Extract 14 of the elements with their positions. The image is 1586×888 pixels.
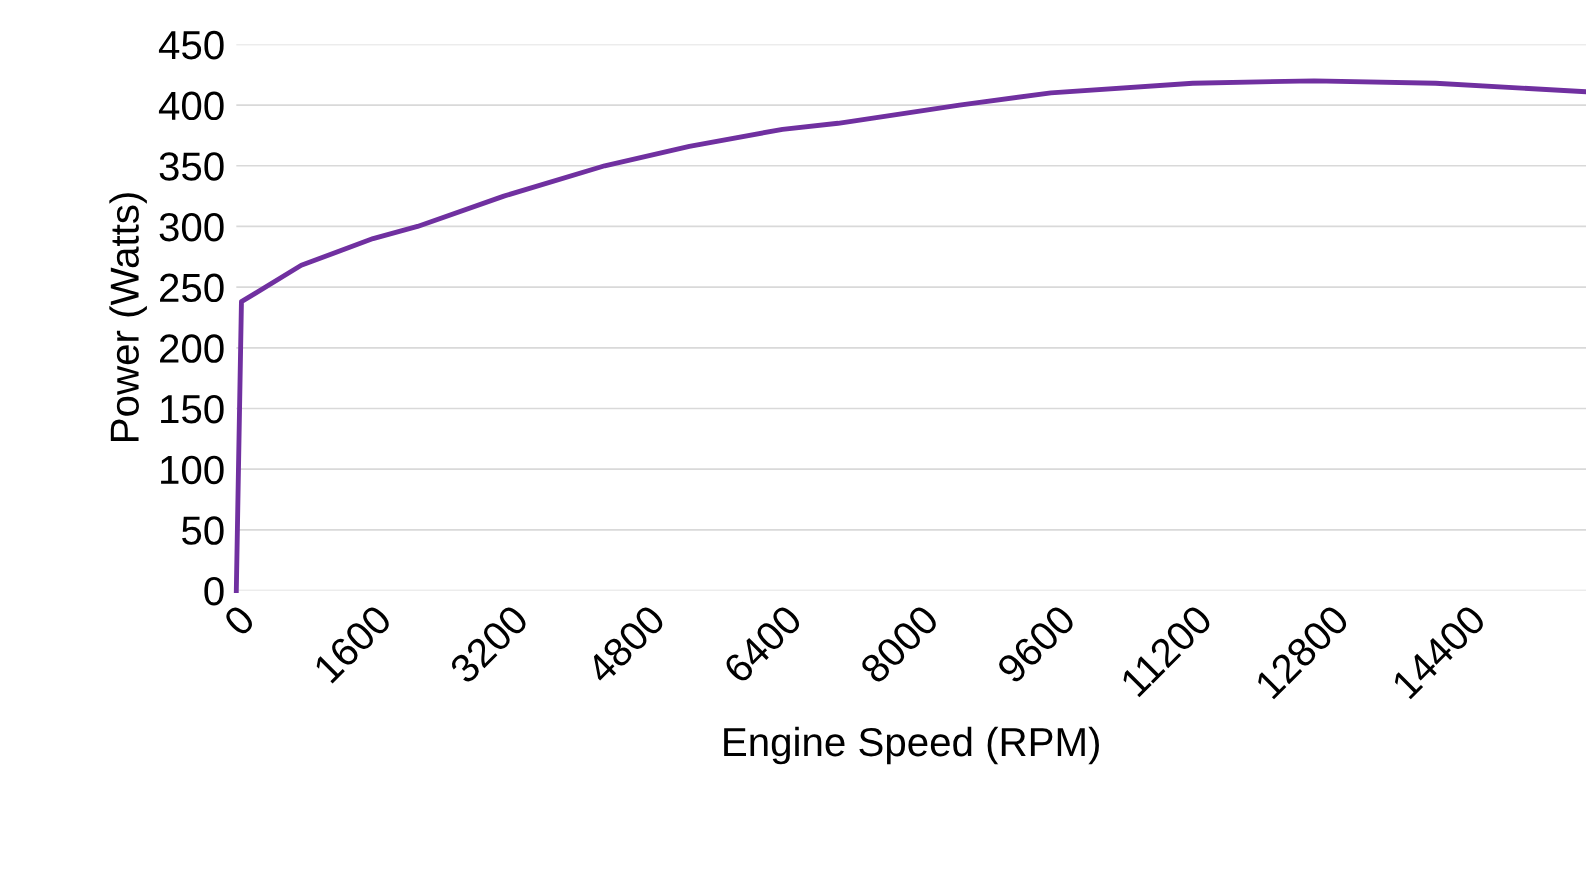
y-tick-label: 50 — [182, 516, 224, 545]
y-tick-label: 400 — [158, 91, 224, 121]
x-axis-title: Engine Speed (RPM) — [724, 726, 1099, 765]
y-tick-label: 300 — [159, 212, 224, 242]
x-tick-label: 0 — [222, 603, 257, 638]
y-tick-label: 100 — [161, 455, 224, 485]
line-series — [233, 78, 1586, 593]
y-tick-label: 250 — [160, 273, 224, 303]
y-tick-label: 450 — [158, 30, 224, 60]
y-tick-label: 150 — [161, 394, 224, 424]
y-tick-label: 0 — [204, 576, 224, 606]
y-tick-label: 350 — [159, 152, 224, 181]
y-tick-label: 200 — [160, 334, 224, 363]
y-axis-title: Power (Watts) — [109, 193, 147, 441]
